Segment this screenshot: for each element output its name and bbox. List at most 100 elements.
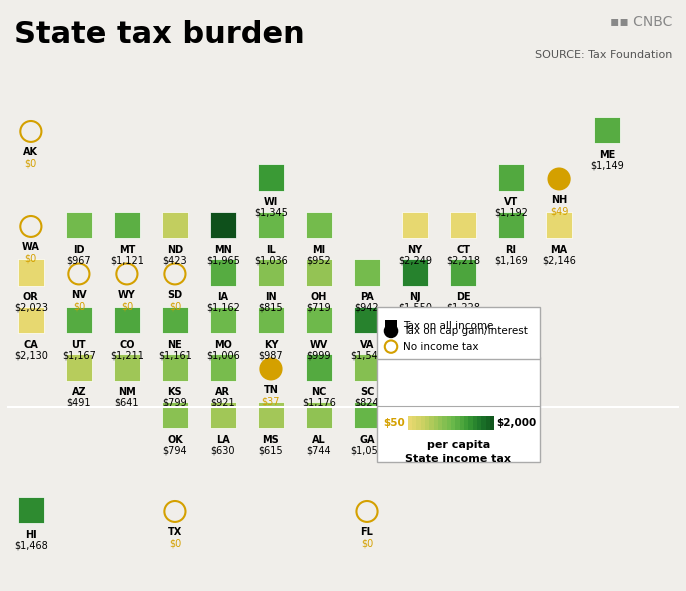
Text: $0: $0 [25, 254, 37, 264]
Text: IL: IL [266, 245, 276, 255]
Text: $1,211: $1,211 [110, 350, 144, 361]
Text: $799: $799 [163, 398, 187, 408]
Text: $0: $0 [25, 158, 37, 168]
Text: $824: $824 [355, 398, 379, 408]
Text: $1,121: $1,121 [110, 255, 144, 265]
Text: $0: $0 [169, 538, 181, 548]
FancyBboxPatch shape [450, 259, 476, 285]
FancyBboxPatch shape [66, 212, 92, 238]
Text: KS: KS [167, 387, 182, 397]
FancyBboxPatch shape [18, 259, 44, 285]
Text: $1,161: $1,161 [158, 350, 192, 361]
FancyBboxPatch shape [450, 212, 476, 238]
FancyBboxPatch shape [482, 417, 486, 430]
Text: WY: WY [118, 290, 136, 300]
Text: $1,036: $1,036 [254, 255, 288, 265]
FancyBboxPatch shape [306, 259, 332, 285]
Text: VA: VA [360, 339, 374, 349]
FancyBboxPatch shape [66, 355, 92, 381]
FancyBboxPatch shape [402, 307, 428, 333]
Text: $1,228: $1,228 [446, 303, 480, 313]
Text: $1,006: $1,006 [206, 350, 240, 361]
FancyBboxPatch shape [258, 259, 284, 285]
Circle shape [549, 168, 569, 189]
Text: KY: KY [263, 339, 279, 349]
Text: NC: NC [311, 387, 327, 397]
Text: VT: VT [504, 197, 518, 207]
FancyBboxPatch shape [306, 307, 332, 333]
Text: $1,149: $1,149 [590, 160, 624, 170]
Text: $967: $967 [67, 255, 91, 265]
Text: WI: WI [264, 197, 278, 207]
FancyBboxPatch shape [162, 402, 188, 428]
Text: GA: GA [359, 434, 375, 444]
Text: SC: SC [360, 387, 374, 397]
Text: HI: HI [25, 530, 36, 540]
Text: RI: RI [506, 245, 517, 255]
FancyBboxPatch shape [258, 402, 284, 428]
Text: State income tax: State income tax [405, 454, 511, 465]
FancyBboxPatch shape [473, 417, 477, 430]
Text: MO: MO [214, 339, 232, 349]
FancyBboxPatch shape [354, 355, 380, 381]
Text: MS: MS [263, 434, 279, 444]
FancyBboxPatch shape [412, 417, 416, 430]
Text: AR: AR [215, 387, 230, 397]
Text: $2,130: $2,130 [14, 350, 48, 361]
Text: PA: PA [360, 292, 374, 302]
FancyBboxPatch shape [354, 259, 380, 285]
Text: MI: MI [312, 245, 326, 255]
Text: ND: ND [167, 245, 183, 255]
Text: $719: $719 [307, 303, 331, 313]
FancyBboxPatch shape [306, 402, 332, 428]
Text: $0: $0 [73, 301, 85, 311]
FancyBboxPatch shape [402, 259, 428, 285]
FancyBboxPatch shape [460, 417, 464, 430]
Text: $2,249: $2,249 [398, 255, 432, 265]
FancyBboxPatch shape [18, 307, 44, 333]
Text: $952: $952 [307, 255, 331, 265]
FancyBboxPatch shape [407, 417, 412, 430]
Text: ME: ME [599, 150, 615, 160]
Text: $987: $987 [259, 350, 283, 361]
FancyBboxPatch shape [477, 417, 482, 430]
Text: $794: $794 [163, 446, 187, 456]
FancyBboxPatch shape [114, 307, 140, 333]
Circle shape [385, 325, 397, 337]
FancyBboxPatch shape [18, 497, 44, 523]
Text: $2,146: $2,146 [542, 255, 576, 265]
Text: ID: ID [73, 245, 84, 255]
Text: NH: NH [551, 194, 567, 204]
FancyBboxPatch shape [594, 117, 620, 143]
Text: $0: $0 [121, 301, 133, 311]
Text: $1,550: $1,550 [398, 303, 432, 313]
FancyBboxPatch shape [451, 417, 456, 430]
Text: CT: CT [456, 245, 470, 255]
Text: $1,167: $1,167 [62, 350, 96, 361]
Text: $1,965: $1,965 [206, 255, 240, 265]
Text: $1,176: $1,176 [302, 398, 336, 408]
FancyBboxPatch shape [429, 417, 434, 430]
FancyBboxPatch shape [490, 417, 494, 430]
FancyBboxPatch shape [210, 259, 236, 285]
FancyBboxPatch shape [162, 307, 188, 333]
FancyBboxPatch shape [306, 212, 332, 238]
FancyBboxPatch shape [385, 320, 397, 332]
FancyBboxPatch shape [114, 212, 140, 238]
Text: OR: OR [23, 292, 38, 302]
Text: AL: AL [312, 434, 326, 444]
Text: MA: MA [551, 245, 567, 255]
Text: DE: DE [456, 292, 471, 302]
FancyBboxPatch shape [306, 355, 332, 381]
Text: NM: NM [118, 387, 136, 397]
FancyBboxPatch shape [258, 164, 284, 190]
Text: CO: CO [119, 339, 134, 349]
Text: per capita: per capita [427, 440, 490, 450]
Text: $615: $615 [259, 446, 283, 456]
FancyBboxPatch shape [425, 417, 429, 430]
FancyBboxPatch shape [402, 212, 428, 238]
FancyBboxPatch shape [469, 417, 473, 430]
Text: LA: LA [216, 434, 230, 444]
FancyBboxPatch shape [438, 417, 442, 430]
FancyBboxPatch shape [546, 212, 572, 238]
